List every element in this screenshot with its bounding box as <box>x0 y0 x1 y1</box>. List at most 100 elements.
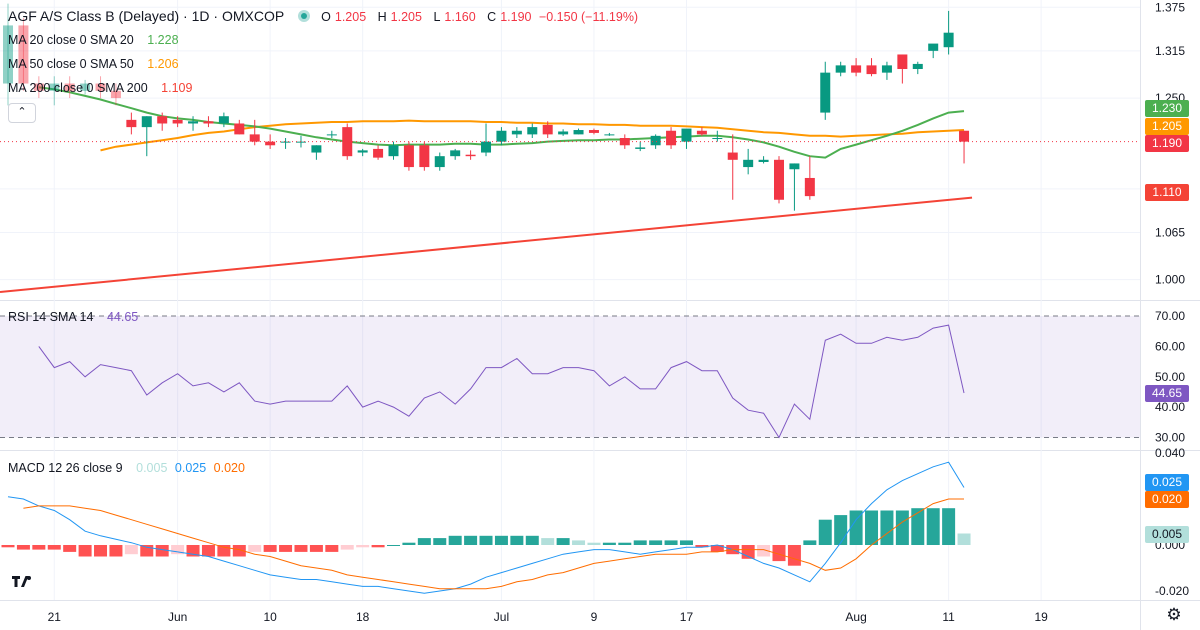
macd-histogram-bar <box>633 540 647 545</box>
macd-histogram-bar <box>942 508 956 545</box>
macd-histogram-bar <box>32 545 46 550</box>
macd-histogram-bar <box>433 538 447 545</box>
candle-body <box>465 154 476 157</box>
macd-histogram-bar <box>880 510 894 545</box>
price-pane[interactable] <box>0 3 1140 294</box>
macd-histogram-bar <box>201 545 215 557</box>
candle-body <box>357 150 368 153</box>
candle-body <box>49 83 60 91</box>
candle-body <box>249 134 260 142</box>
candle-body <box>912 63 923 70</box>
open-label: O <box>321 10 331 24</box>
close-label: C <box>487 10 497 24</box>
time-axis-tick-label: 21 <box>48 610 62 624</box>
macd-histogram-bar <box>263 545 277 552</box>
macd-histogram-bar <box>63 545 77 552</box>
macd-hist-value: 0.005 <box>136 461 168 475</box>
candle-body <box>527 127 538 135</box>
candle-body <box>727 152 738 160</box>
collapse-legend-button[interactable]: ⌃ <box>8 103 36 123</box>
macd-histogram-bar <box>911 508 925 545</box>
macd-histogram-bar <box>309 545 323 552</box>
macd-histogram-bar <box>649 540 663 545</box>
macd-histogram-bar <box>695 545 709 548</box>
candle-body <box>835 65 846 73</box>
rsi-pane[interactable] <box>0 315 1140 439</box>
time-axis[interactable]: 21 Jun 10 18 Jul 9 17 Aug 11 19 <box>48 610 1049 624</box>
time-axis-tick-label: Jul <box>494 610 509 624</box>
candle-body <box>743 159 754 168</box>
macd-histogram-bar <box>587 542 601 545</box>
ma50-line <box>100 119 965 152</box>
candle-body <box>265 141 276 146</box>
rsi-line <box>38 324 965 439</box>
candle-body <box>666 130 677 146</box>
macd-histogram-bar <box>602 542 616 545</box>
price-axis-value-badge <box>1145 100 1189 117</box>
macd-histogram-bar <box>356 545 370 548</box>
ma20-legend[interactable]: MA 20 close 0 SMA 20 1.228 <box>8 33 183 47</box>
candle-body <box>481 141 492 153</box>
macd-signal-value: 0.020 <box>213 461 245 475</box>
candle-body <box>188 121 199 124</box>
macd-label: MACD 12 26 close 9 <box>8 461 123 475</box>
candle-body <box>897 54 908 70</box>
candle-body <box>604 134 615 136</box>
rsi-legend[interactable]: RSI 14 SMA 14 44.65 <box>8 310 142 324</box>
macd-value-badge <box>1145 474 1189 491</box>
macd-value-badge-text: 0.005 <box>1152 527 1182 541</box>
candle-body <box>157 116 168 124</box>
macd-histogram-bar <box>325 545 339 552</box>
macd-histogram-bar <box>448 535 462 545</box>
settings-gear-icon[interactable]: ⚙ <box>1166 605 1182 624</box>
ma200-legend[interactable]: MA 200 close 0 SMA 200 1.109 <box>8 81 196 95</box>
rsi-band <box>0 316 1140 438</box>
macd-histogram-bar <box>155 545 169 557</box>
macd-histogram-bar <box>525 535 539 545</box>
macd-histogram-bar <box>1 545 15 548</box>
macd-histogram-bar <box>541 538 555 545</box>
macd-histogram-bar <box>772 545 786 562</box>
price-axis-value-badge-text: 1.230 <box>1152 101 1182 115</box>
macd-histogram-bar <box>479 535 493 545</box>
price-axis-value-badge-text: 1.110 <box>1152 185 1181 199</box>
macd-histogram-bar <box>16 545 30 550</box>
candle-body <box>419 145 430 168</box>
macd-histogram-bar <box>124 545 138 555</box>
candle-body <box>820 72 831 113</box>
ma200-value: 1.109 <box>161 81 193 95</box>
candle-body <box>234 123 245 135</box>
macd-histogram-bar <box>618 542 632 545</box>
price-axis-value-badge <box>1145 184 1189 201</box>
macd-histogram-bar <box>109 545 123 557</box>
macd-histogram-bar <box>834 515 848 545</box>
ma50-legend[interactable]: MA 50 close 0 SMA 50 1.206 <box>8 57 183 71</box>
macd-histogram-bar <box>710 545 724 552</box>
macd-histogram-bar <box>803 540 817 545</box>
time-axis-tick-label: 11 <box>942 610 955 624</box>
macd-axis-tick-label: 0.040 <box>1155 446 1185 460</box>
macd-legend[interactable]: MACD 12 26 close 9 0.005 0.025 0.020 <box>8 461 249 475</box>
macd-histogram-bar <box>926 508 940 545</box>
market-status-icon <box>297 10 310 22</box>
macd-pane[interactable] <box>0 461 971 594</box>
candle-body <box>511 130 522 135</box>
macd-histogram-bar <box>78 545 92 557</box>
macd-histogram-bar <box>679 540 693 545</box>
candle-body <box>403 145 414 168</box>
macd-histogram-bar <box>248 545 262 552</box>
price-axis-tick-label: 1.065 <box>1155 225 1185 239</box>
candle-body <box>388 145 399 157</box>
candle-body <box>342 127 353 157</box>
open-value: 1.205 <box>334 10 367 24</box>
price-axis-tick-label: 1.375 <box>1155 0 1185 14</box>
time-axis-tick-label: 18 <box>356 610 370 624</box>
macd-histogram-bar <box>417 538 431 545</box>
price-axis[interactable]: 1.3751.3151.2501.1251.0651.0001.2301.205… <box>1145 0 1189 598</box>
candle-body <box>496 130 507 142</box>
macd-histogram-bar <box>217 545 231 557</box>
macd-histogram-bar <box>865 510 879 545</box>
macd-histogram-bar <box>279 545 293 552</box>
time-axis-tick-label: 17 <box>680 610 694 624</box>
